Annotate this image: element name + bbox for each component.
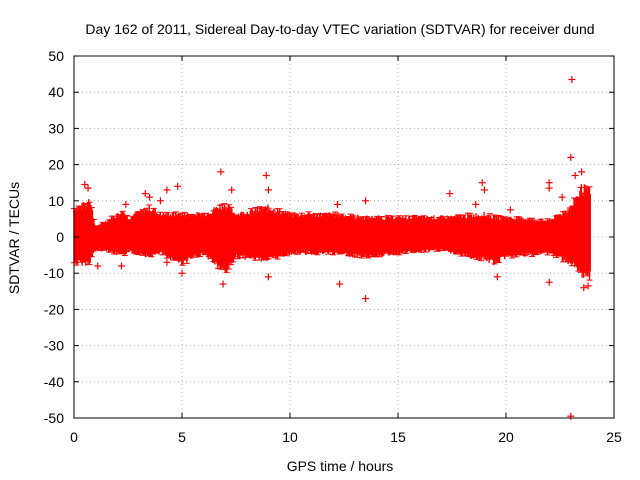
x-tick-label: 5 [178, 429, 186, 445]
outlier-point [580, 284, 588, 292]
outlier-point [217, 168, 225, 176]
outlier-point [334, 200, 342, 208]
outlier-point [264, 273, 272, 281]
y-tick-label: 0 [56, 229, 64, 245]
outlier-point [478, 179, 486, 187]
y-tick-label: 40 [48, 84, 64, 100]
outlier-point [493, 273, 501, 281]
outlier-point [362, 197, 370, 205]
outlier-point [362, 295, 370, 303]
outlier-point [122, 200, 130, 208]
outlier-point [146, 193, 154, 201]
y-tick-label: 20 [48, 157, 64, 173]
y-tick-label: -20 [44, 301, 64, 317]
outlier-point [156, 197, 164, 205]
outlier-point [228, 186, 236, 194]
outlier-point [545, 278, 553, 286]
y-tick-label: -40 [44, 374, 64, 390]
y-tick-label: -10 [44, 265, 64, 281]
x-axis-label: GPS time / hours [287, 458, 394, 474]
outlier-point [264, 186, 272, 194]
x-tick-label: 20 [498, 429, 514, 445]
x-tick-label: 15 [390, 429, 406, 445]
outlier-point [336, 280, 344, 288]
x-tick-label: 10 [282, 429, 298, 445]
outlier-point [262, 171, 270, 179]
outlier-point [567, 153, 575, 161]
outlier-point [219, 280, 227, 288]
outlier-point [578, 168, 586, 176]
outlier-point [571, 171, 579, 179]
outlier-point [506, 206, 514, 214]
outlier-point [118, 262, 126, 270]
y-tick-label: 10 [48, 193, 64, 209]
outlier-point [568, 76, 576, 84]
outlier-point [446, 190, 454, 198]
outlier-point [163, 186, 171, 194]
outlier-point [178, 269, 186, 277]
outlier-point [163, 258, 171, 266]
outlier-point [84, 184, 92, 192]
outlier-point [81, 181, 89, 189]
data-band [71, 184, 593, 281]
outlier-point [584, 282, 592, 290]
y-tick-label: 50 [48, 48, 64, 64]
x-tick-label: 25 [606, 429, 622, 445]
outlier-point [472, 200, 480, 208]
y-tick-label: -30 [44, 338, 64, 354]
y-tick-label: 30 [48, 120, 64, 136]
chart-title: Day 162 of 2011, Sidereal Day-to-day VTE… [85, 21, 594, 37]
outlier-point [94, 262, 102, 270]
x-axis-ticks: 0 5 10 15 20 25 [70, 56, 622, 445]
y-axis-label: SDTVAR / TECUs [6, 182, 22, 294]
outlier-point [141, 190, 149, 198]
y-tick-label: -50 [44, 410, 64, 426]
y-axis-ticks: 50 40 30 20 10 0 -10 -20 -30 -40 -50 [44, 48, 614, 426]
outlier-point [545, 184, 553, 192]
outlier-point [480, 186, 488, 194]
outlier-point [174, 182, 182, 190]
x-tick-label: 0 [70, 429, 78, 445]
outlier-points [81, 76, 592, 420]
outlier-point [567, 412, 575, 420]
outlier-point [558, 193, 566, 201]
